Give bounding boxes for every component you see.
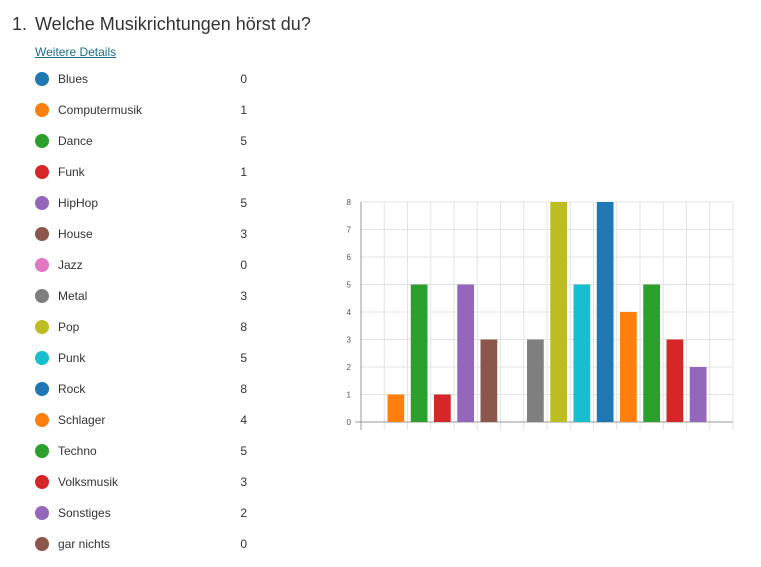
legend-count: 4 — [240, 413, 247, 427]
bar-techno — [643, 284, 660, 422]
legend-label: HipHop — [58, 196, 99, 210]
legend-swatch — [35, 289, 49, 303]
y-tick-label: 8 — [347, 198, 352, 207]
legend-count: 0 — [240, 258, 247, 272]
legend-item: Pop 8 — [35, 314, 265, 345]
bar-volksmusik — [666, 339, 684, 422]
legend-label: Volksmusik — [58, 475, 119, 489]
legend-count: 0 — [240, 537, 247, 551]
bar-sonstiges — [689, 367, 707, 422]
legend-item: HipHop 5 — [35, 190, 265, 221]
question-text: Welche Musikrichtungen hörst du? — [35, 14, 311, 34]
legend-item: Sonstiges 2 — [35, 500, 265, 531]
legend-swatch — [35, 258, 49, 272]
y-tick-label: 7 — [347, 226, 352, 235]
legend-item: Techno 5 — [35, 438, 265, 469]
legend-count: 3 — [240, 227, 247, 241]
legend-item: Schlager 4 — [35, 407, 265, 438]
legend-count: 3 — [240, 289, 247, 303]
bar-dance — [410, 284, 428, 422]
legend-label: Metal — [58, 289, 88, 303]
legend-count: 5 — [240, 351, 247, 365]
legend-count: 5 — [240, 134, 247, 148]
legend-label: Blues — [58, 72, 89, 86]
legend-swatch — [35, 506, 49, 520]
legend-swatch — [35, 351, 49, 365]
legend: Blues 0 Computermusik 1 Dance 5 Funk 1 HipHop 5 Ho… — [35, 66, 265, 562]
bar-house — [480, 339, 498, 422]
bar-pop — [550, 202, 567, 422]
legend-label: House — [58, 227, 93, 241]
legend-item: Volksmusik 3 — [35, 469, 265, 500]
bar-chart-svg: 0 1 2 3 4 5 6 7 8 — [347, 198, 734, 430]
y-tick-label: 6 — [347, 253, 352, 262]
legend-swatch — [35, 382, 49, 396]
bar-computermusik — [387, 394, 405, 422]
legend-swatch — [35, 72, 49, 86]
legend-swatch — [35, 227, 49, 241]
legend-label: Punk — [58, 351, 86, 365]
y-tick-label: 5 — [347, 281, 352, 290]
more-details-link[interactable]: Weitere Details — [35, 45, 117, 59]
legend-item: Jazz 0 — [35, 252, 265, 283]
y-tick-label: 2 — [347, 363, 352, 372]
legend-item: Punk 5 — [35, 345, 265, 376]
legend-item: Rock 8 — [35, 376, 265, 407]
y-tick-label: 3 — [347, 336, 352, 345]
legend-swatch — [35, 320, 49, 334]
y-tick-label: 0 — [347, 418, 352, 427]
question-title: 1. Welche Musikrichtungen hörst du? — [12, 14, 311, 35]
legend-swatch — [35, 103, 49, 117]
legend-label: Computermusik — [58, 103, 143, 117]
bar-schlager — [620, 312, 637, 422]
legend-count: 1 — [240, 103, 247, 117]
legend-label: Rock — [58, 382, 86, 396]
legend-label: gar nichts — [58, 537, 111, 551]
legend-count: 5 — [240, 196, 247, 210]
legend-item: Blues 0 — [35, 66, 265, 97]
y-tick-label: 1 — [347, 391, 352, 400]
legend-item: Computermusik 1 — [35, 97, 265, 128]
legend-count: 2 — [240, 506, 247, 520]
legend-item: House 3 — [35, 221, 265, 252]
bar-rock — [596, 202, 614, 422]
legend-label: Jazz — [58, 258, 83, 272]
legend-label: Sonstiges — [58, 506, 111, 520]
legend-swatch — [35, 444, 49, 458]
bar-funk — [434, 394, 451, 422]
legend-swatch — [35, 475, 49, 489]
legend-count: 5 — [240, 444, 247, 458]
legend-label: Schlager — [58, 413, 106, 427]
legend-label: Pop — [58, 320, 80, 334]
legend-count: 8 — [240, 382, 247, 396]
legend-count: 8 — [240, 320, 247, 334]
legend-swatch — [35, 165, 49, 179]
bar-hiphop — [457, 284, 474, 422]
legend-label: Techno — [58, 444, 97, 458]
bar-metal — [527, 339, 544, 422]
legend-item: Funk 1 — [35, 159, 265, 190]
legend-label: Dance — [58, 134, 93, 148]
bar-punk — [573, 284, 591, 422]
legend-count: 3 — [240, 475, 247, 489]
legend-label: Funk — [58, 165, 85, 179]
legend-item: Metal 3 — [35, 283, 265, 314]
legend-item: gar nichts 0 — [35, 531, 265, 562]
legend-count: 0 — [240, 72, 247, 86]
legend-swatch — [35, 537, 49, 551]
legend-swatch — [35, 196, 49, 210]
legend-count: 1 — [240, 165, 247, 179]
legend-item: Dance 5 — [35, 128, 265, 159]
legend-swatch — [35, 413, 49, 427]
question-number: 1. — [12, 14, 28, 34]
legend-swatch — [35, 134, 49, 148]
y-tick-label: 4 — [347, 308, 352, 317]
bar-chart: 0 1 2 3 4 5 6 7 8 — [335, 190, 745, 445]
